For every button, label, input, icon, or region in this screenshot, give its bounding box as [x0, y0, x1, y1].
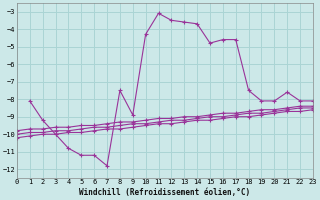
- X-axis label: Windchill (Refroidissement éolien,°C): Windchill (Refroidissement éolien,°C): [79, 188, 251, 197]
